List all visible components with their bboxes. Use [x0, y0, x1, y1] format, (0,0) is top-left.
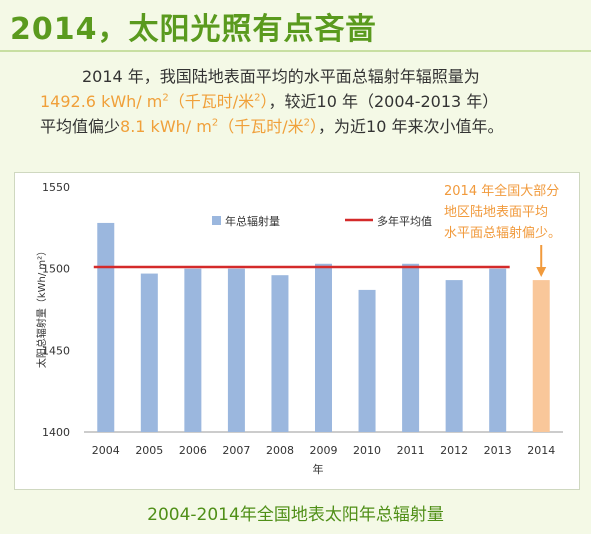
y-tick-label: 1550 — [42, 181, 70, 194]
x-tick-label: 2013 — [484, 444, 512, 457]
intro-line-3-rest: ，为近10 年来次小值年。 — [318, 117, 504, 136]
bar-2010 — [358, 289, 376, 432]
annotation-line: 2014 年全国大部分 — [444, 183, 559, 199]
x-tick-label: 2009 — [310, 444, 338, 457]
x-tick-label: 2004 — [92, 444, 120, 457]
intro-2014-unit-close: ） — [260, 92, 269, 111]
intro-2014-value: 1492.6 kWh/ m — [40, 92, 163, 111]
x-tick-label: 2011 — [397, 444, 425, 457]
y-tick-label: 1450 — [42, 344, 70, 357]
x-tick-label: 2010 — [353, 444, 381, 457]
chart-legend: 年总辐射量 多年平均值 — [212, 214, 432, 228]
intro-line-2-rest: ，较近10 年（2004-2013 年） — [268, 92, 499, 111]
legend-label-series: 年总辐射量 — [225, 214, 280, 228]
headline-divider — [0, 50, 591, 52]
bar-2011 — [402, 263, 420, 432]
bar-2005 — [140, 273, 158, 432]
x-tick-label: 2008 — [266, 444, 294, 457]
bar-2006 — [184, 268, 202, 432]
intro-2014-unit-sup: 2 — [254, 92, 261, 104]
bar-2012 — [445, 280, 463, 432]
intro-line-1: 2014 年，我国陆地表面平均的水平面总辐射年辐照量为 — [40, 64, 580, 89]
bar-2009 — [315, 263, 332, 432]
intro-paragraph: 2014 年，我国陆地表面平均的水平面总辐射年辐照量为 1492.6 kWh/ … — [40, 64, 580, 139]
x-tick-label: 2005 — [135, 444, 163, 457]
intro-deficit-value-sup: 2 — [211, 117, 219, 129]
y-tick-label: 1400 — [42, 426, 70, 439]
intro-2014-value-sup: 2 — [162, 92, 169, 104]
headline-banner: 2014，太阳光照有点吝啬 — [0, 0, 591, 52]
axis-titles: 太阳总辐射量（kWh/ m²） 年 — [35, 246, 324, 476]
bar-2014 — [532, 280, 550, 432]
chart-frame: 1400 1450 1500 1550 2004 2005 2006 2007 2008 200… — [14, 172, 580, 490]
annotation-line: 水平面总辐射偏少。 — [444, 225, 561, 241]
intro-2014-unit: （千瓦时/米 — [168, 92, 255, 111]
intro-deficit-unit: （千瓦时/米 — [218, 117, 304, 136]
intro-deficit-value: 8.1 kWh/ m — [120, 117, 212, 136]
chart-caption: 2004-2014年全国地表太阳年总辐射量 — [147, 505, 444, 525]
headline-title: 2014，太阳光照有点吝啬 — [10, 12, 377, 47]
y-tick-labels: 1400 1450 1500 1550 — [42, 181, 70, 439]
x-tick-label: 2014 — [527, 444, 555, 457]
x-tick-labels: 2004 2005 2006 2007 2008 2009 2010 2011 2012 2013… — [92, 444, 555, 457]
legend-label-average: 多年平均值 — [377, 214, 432, 228]
x-axis-title: 年 — [313, 462, 324, 476]
bar-2007 — [227, 268, 245, 432]
legend-swatch-series — [212, 216, 221, 225]
bar-2004 — [97, 222, 115, 432]
x-tick-label: 2006 — [179, 444, 207, 457]
intro-line-3-start: 平均值偏少 — [40, 117, 121, 136]
y-axis-title: 太阳总辐射量（kWh/ m²） — [35, 246, 48, 368]
bar-2013 — [489, 268, 507, 432]
x-tick-label: 2007 — [222, 444, 250, 457]
annotation-arrow-head — [536, 267, 547, 277]
y-tick-label: 1500 — [42, 263, 70, 276]
intro-deficit-unit-close: ） — [310, 117, 319, 136]
intro-line-2: 1492.6 kWh/ m2（千瓦时/米2），较近10 年（2004-2013 … — [40, 89, 580, 114]
intro-deficit-unit-sup: 2 — [303, 117, 310, 129]
intro-line-3: 平均值偏少8.1 kWh/ m2（千瓦时/米2），为近10 年来次小值年。 — [40, 114, 580, 139]
bar-2008 — [271, 275, 289, 432]
bar-series — [97, 222, 550, 432]
x-tick-label: 2012 — [440, 444, 468, 457]
annotation-line: 地区陆地表面平均 — [444, 204, 548, 220]
intro-line-1-text: 2014 年，我国陆地表面平均的水平面总辐射年辐照量为 — [82, 67, 480, 86]
